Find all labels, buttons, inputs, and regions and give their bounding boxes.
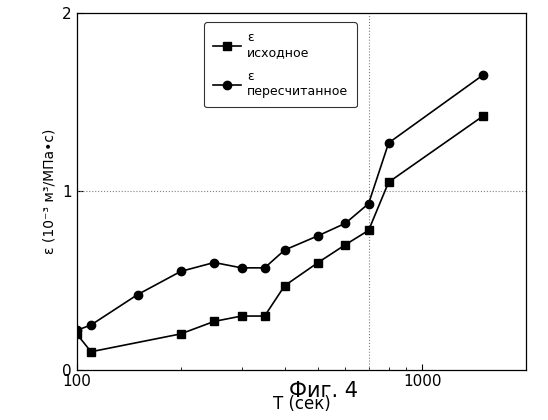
- Legend: ε
исходное, ε
пересчитанное: ε исходное, ε пересчитанное: [204, 22, 357, 107]
- X-axis label: T (сек): T (сек): [272, 395, 330, 413]
- Text: Фиг. 4: Фиг. 4: [289, 381, 358, 401]
- Y-axis label: ε (10⁻³ м³/МПа•с): ε (10⁻³ м³/МПа•с): [43, 129, 56, 254]
